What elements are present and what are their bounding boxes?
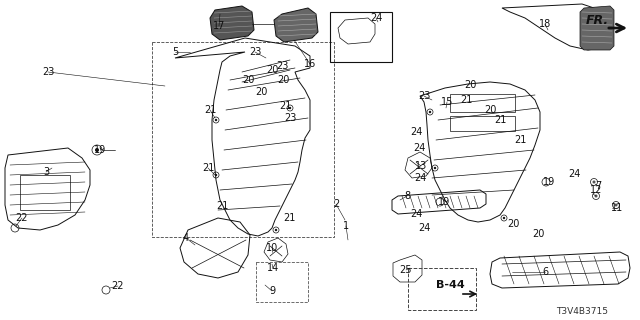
Text: 10: 10 (266, 243, 278, 253)
Text: 23: 23 (42, 67, 54, 77)
Text: 18: 18 (539, 19, 551, 29)
Text: 24: 24 (418, 223, 430, 233)
Circle shape (593, 180, 595, 183)
Text: 22: 22 (16, 213, 28, 223)
Text: 20: 20 (532, 229, 544, 239)
Text: 3: 3 (43, 167, 49, 177)
Text: 19: 19 (543, 177, 555, 187)
Circle shape (215, 174, 217, 176)
Text: 11: 11 (611, 203, 623, 213)
Text: 15: 15 (441, 97, 453, 107)
Text: 20: 20 (266, 65, 278, 75)
Circle shape (95, 148, 99, 152)
Text: 9: 9 (269, 286, 275, 296)
Bar (330, 12, 392, 62)
Text: 20: 20 (484, 105, 496, 115)
Text: 21: 21 (460, 95, 472, 105)
Text: T3V4B3715: T3V4B3715 (556, 308, 608, 316)
Polygon shape (274, 8, 318, 42)
Text: 16: 16 (304, 59, 316, 69)
Text: 20: 20 (255, 87, 267, 97)
Text: 19: 19 (438, 197, 450, 207)
Bar (450, 94, 515, 112)
Text: B-44: B-44 (436, 280, 465, 290)
Bar (450, 116, 515, 131)
Polygon shape (210, 6, 254, 40)
Text: 20: 20 (464, 80, 476, 90)
Text: 13: 13 (415, 161, 427, 171)
Text: 20: 20 (277, 75, 289, 85)
Text: 21: 21 (494, 115, 506, 125)
Text: 24: 24 (370, 13, 382, 23)
Text: FR.: FR. (586, 13, 609, 27)
Text: 23: 23 (276, 61, 288, 71)
Text: 1: 1 (343, 221, 349, 231)
Circle shape (434, 167, 436, 169)
Text: 23: 23 (249, 47, 261, 57)
Circle shape (275, 229, 277, 231)
Polygon shape (580, 6, 614, 50)
Bar (408, 268, 476, 310)
Text: 2: 2 (333, 199, 339, 209)
Circle shape (595, 195, 598, 197)
Text: 21: 21 (279, 101, 291, 111)
Text: 21: 21 (514, 135, 526, 145)
Text: 17: 17 (213, 21, 225, 31)
Text: 21: 21 (216, 201, 228, 211)
Text: 21: 21 (202, 163, 214, 173)
Text: 20: 20 (242, 75, 254, 85)
Text: 8: 8 (404, 191, 410, 201)
Circle shape (503, 217, 505, 219)
Text: 5: 5 (172, 47, 178, 57)
Text: 24: 24 (410, 127, 422, 137)
Text: 25: 25 (400, 265, 412, 275)
Text: 24: 24 (414, 173, 426, 183)
Circle shape (614, 204, 618, 206)
Text: 21: 21 (283, 213, 295, 223)
Text: 23: 23 (418, 91, 430, 101)
Bar (20, 175, 70, 210)
Circle shape (429, 111, 431, 113)
Text: 20: 20 (507, 219, 519, 229)
Bar (256, 262, 308, 302)
Text: 21: 21 (204, 105, 216, 115)
Text: 23: 23 (284, 113, 296, 123)
Circle shape (289, 107, 291, 109)
Text: 22: 22 (112, 281, 124, 291)
Circle shape (215, 119, 217, 121)
Text: 24: 24 (568, 169, 580, 179)
Text: 24: 24 (413, 143, 425, 153)
Text: 7: 7 (595, 181, 601, 191)
Text: 4: 4 (183, 233, 189, 243)
Text: 24: 24 (410, 209, 422, 219)
Bar (152, 42, 334, 237)
Text: 19: 19 (94, 145, 106, 155)
Text: 14: 14 (267, 263, 279, 273)
Text: 12: 12 (590, 185, 602, 195)
Text: 6: 6 (542, 267, 548, 277)
